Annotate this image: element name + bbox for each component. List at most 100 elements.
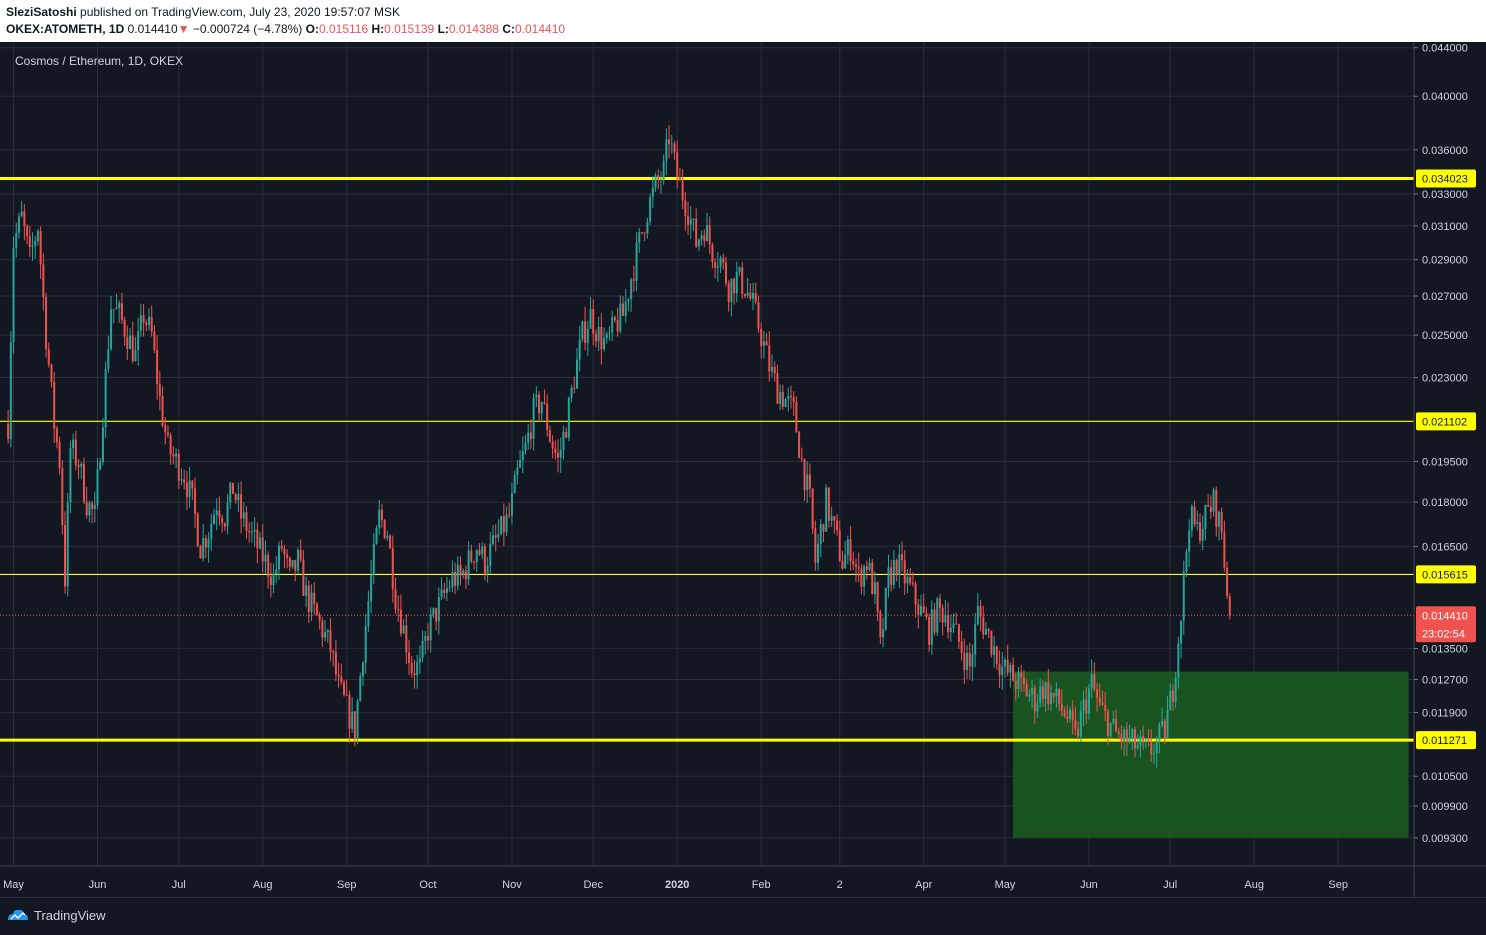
- candle-body: [901, 554, 904, 561]
- candle-up: [1201, 514, 1204, 550]
- candle-down: [640, 232, 643, 235]
- candle-body: [180, 479, 183, 481]
- candle-body: [695, 218, 698, 247]
- candle-body: [600, 326, 603, 350]
- candle-body: [806, 474, 809, 491]
- candle-body: [454, 572, 457, 586]
- candle-body: [882, 629, 885, 638]
- candle-up: [1182, 560, 1185, 635]
- candle-down: [963, 638, 966, 684]
- candle-body: [1155, 740, 1158, 754]
- candle-body: [500, 516, 503, 534]
- candle-body: [1204, 504, 1207, 529]
- candle-body: [917, 604, 920, 616]
- candle-down: [673, 140, 676, 160]
- price-axis[interactable]: 0.044000 0.040000 0.036000 0.033000 0.031000…: [1414, 43, 1476, 845]
- candle-body: [792, 397, 795, 402]
- tradingview-brand[interactable]: TradingView: [34, 908, 106, 923]
- candle-up: [17, 212, 20, 239]
- candle-down: [1226, 561, 1229, 599]
- price-chart[interactable]: 0.044000 0.040000 0.036000 0.033000 0.031000…: [0, 42, 1486, 897]
- candle-up: [1044, 680, 1047, 712]
- candle-down: [849, 525, 852, 571]
- candle-up: [324, 619, 327, 642]
- candle-body: [112, 309, 115, 311]
- tradingview-logo-icon[interactable]: [6, 908, 30, 922]
- candle-up: [1158, 721, 1161, 754]
- candle-down: [546, 394, 549, 437]
- candle-down: [337, 662, 340, 688]
- candle-up: [581, 320, 584, 343]
- candle-body: [538, 394, 541, 414]
- candle-up: [1155, 736, 1158, 768]
- candle-down: [321, 617, 324, 648]
- candle-down: [760, 322, 763, 359]
- candle-body: [134, 350, 137, 362]
- candle-down: [852, 551, 855, 570]
- candle-up: [12, 236, 15, 354]
- author-name[interactable]: SleziSatoshi: [6, 5, 77, 19]
- candle-up: [1161, 707, 1164, 728]
- candle-body: [299, 550, 302, 560]
- candle-body: [88, 502, 91, 516]
- target-zone-rect[interactable]: [1013, 671, 1409, 838]
- candle-down: [1014, 673, 1017, 701]
- candle-up: [624, 289, 627, 323]
- candle-body: [622, 303, 625, 316]
- candle-down: [161, 386, 164, 428]
- candle-up: [1039, 678, 1042, 708]
- candle-body: [1068, 709, 1071, 719]
- candle-up: [817, 534, 820, 571]
- candle-body: [421, 640, 424, 658]
- candle-body: [478, 550, 481, 555]
- candle-up: [180, 468, 183, 486]
- candle-up: [1190, 503, 1193, 538]
- candle-body: [115, 307, 118, 310]
- candle-up: [952, 613, 955, 634]
- candle-body: [1039, 686, 1042, 704]
- last-price-label: 0.014410: [1422, 610, 1468, 622]
- candle-body: [1101, 702, 1104, 705]
- candle-body: [757, 302, 760, 329]
- candle-body: [305, 585, 308, 596]
- candle-body: [689, 219, 692, 225]
- candle-body: [378, 509, 381, 528]
- candle-up: [359, 672, 362, 702]
- level-price-label: 0.015615: [1422, 569, 1468, 581]
- candle-down: [1101, 690, 1104, 706]
- time-axis[interactable]: May Jun Jul Aug Sep Oct Nov Dec 2020 Feb 2 Apr May Ju…: [3, 879, 1348, 891]
- candle-down: [1223, 520, 1226, 572]
- candle-body: [445, 588, 448, 593]
- candle-up: [697, 238, 700, 252]
- candle-body: [741, 267, 744, 294]
- candle-body: [283, 548, 286, 555]
- candle-up: [101, 417, 104, 466]
- candle-up: [898, 544, 901, 588]
- candle-body: [1022, 677, 1025, 684]
- candle-body: [278, 545, 281, 570]
- candle-body: [104, 369, 107, 428]
- candle-body: [497, 533, 500, 538]
- candle-down: [584, 306, 587, 351]
- candle-up: [1090, 659, 1093, 698]
- candle-up: [746, 278, 749, 299]
- candle-body: [451, 572, 454, 588]
- candle-down: [478, 543, 481, 557]
- candle-body: [692, 218, 695, 220]
- candle-body: [7, 423, 10, 440]
- candle-body: [643, 232, 646, 234]
- candle-body: [36, 230, 39, 242]
- candle-body: [158, 384, 161, 397]
- candle-up: [210, 513, 213, 552]
- candle-body: [933, 609, 936, 633]
- candle-body: [318, 615, 321, 621]
- candle-down: [990, 630, 993, 658]
- candle-up: [521, 436, 524, 474]
- chart-title: Cosmos / Ethereum, 1D, OKEX: [15, 54, 183, 68]
- candle-up: [516, 459, 519, 485]
- candle-up: [326, 629, 329, 643]
- candle-up: [1055, 682, 1058, 708]
- candle-body: [1182, 571, 1185, 621]
- candle-down: [676, 140, 679, 189]
- candle-body: [494, 535, 497, 538]
